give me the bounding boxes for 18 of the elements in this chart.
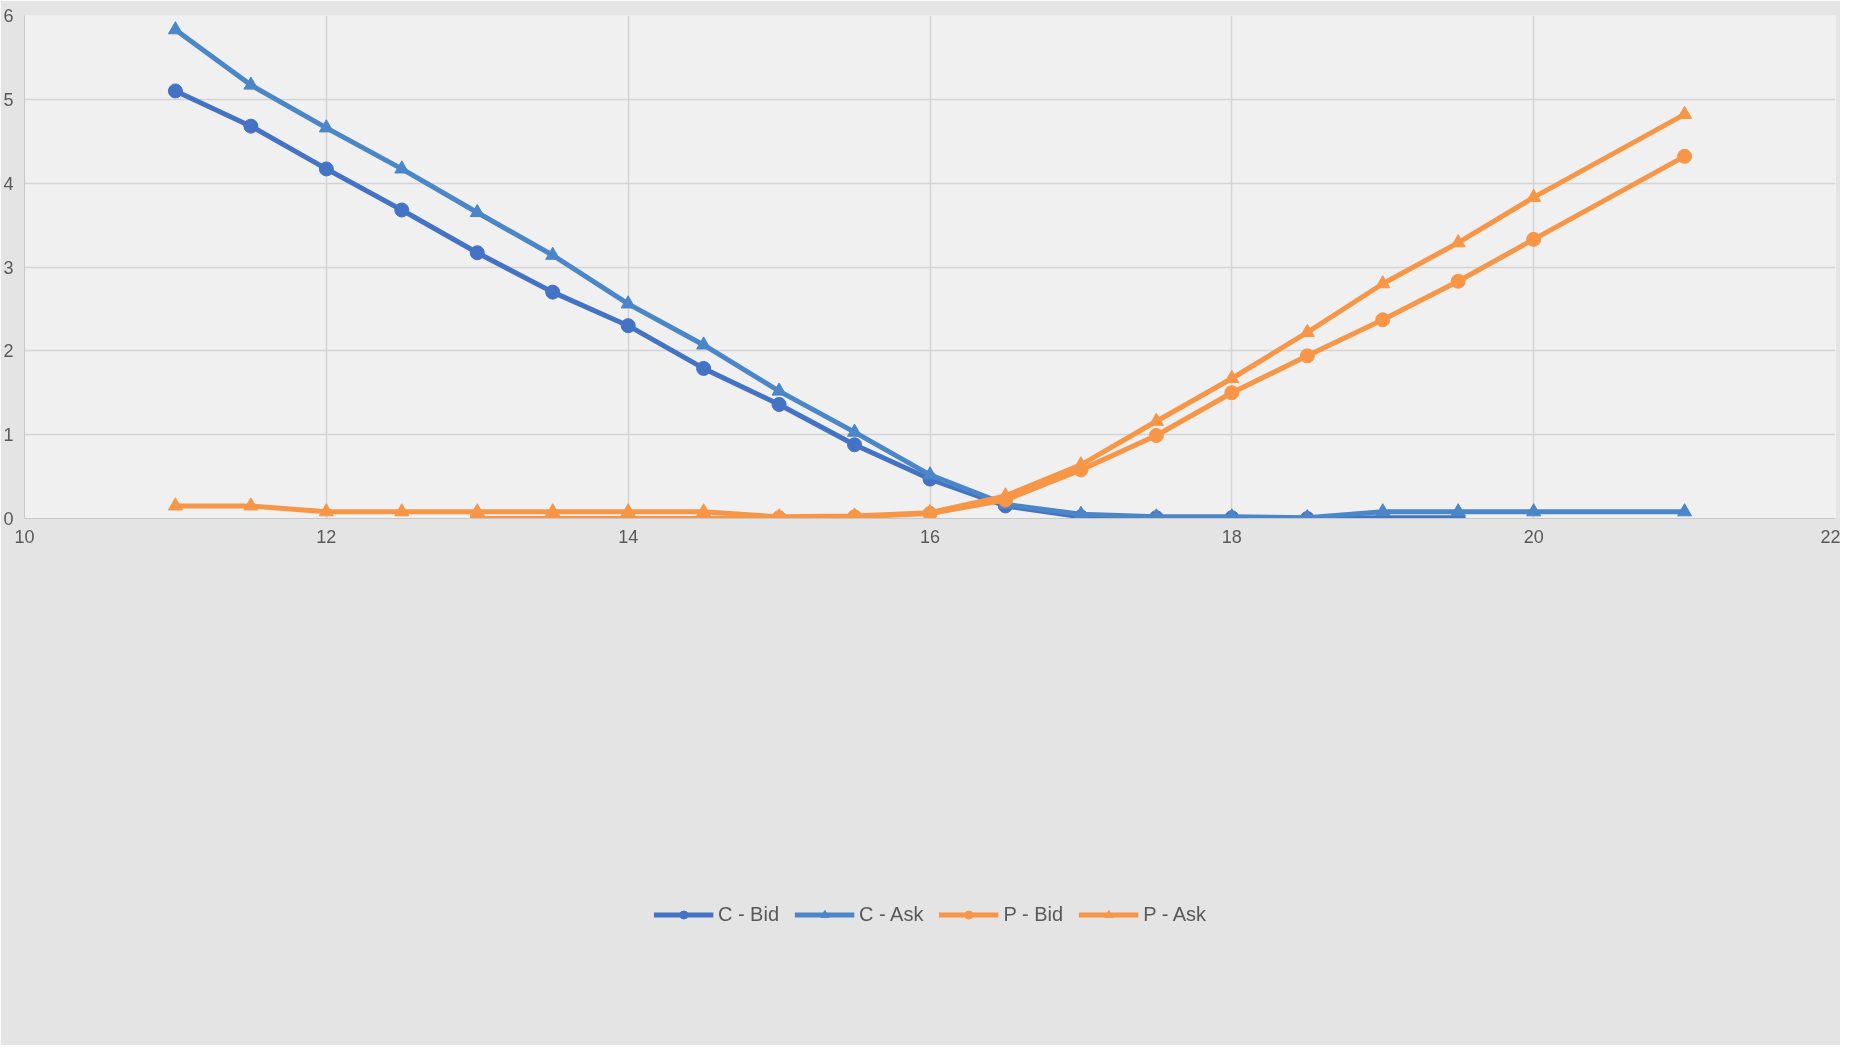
- y-tick-label: 0: [3, 509, 14, 529]
- x-tick-label: 20: [1523, 526, 1544, 547]
- y-tick-label: 5: [3, 89, 14, 110]
- legend-label: C - Bid: [717, 902, 779, 926]
- legend-label: P - Bid: [1003, 902, 1064, 926]
- legend-label: P - Ask: [1143, 902, 1207, 926]
- y-tick-label: 1: [3, 425, 14, 446]
- y-tick-label: 4: [3, 173, 14, 194]
- y-tick-label: 2: [3, 341, 14, 362]
- x-tick-label: 18: [1221, 526, 1242, 547]
- x-tick-label: 22: [1820, 526, 1841, 547]
- x-tick-label: 10: [14, 526, 35, 547]
- x-tick-label: 12: [316, 526, 337, 547]
- y-tick-label: 3: [3, 257, 14, 278]
- x-tick-label: 14: [618, 526, 639, 547]
- y-tick-label: 6: [3, 6, 14, 26]
- legend-label: C - Ask: [859, 902, 924, 926]
- x-tick-label: 16: [919, 526, 941, 547]
